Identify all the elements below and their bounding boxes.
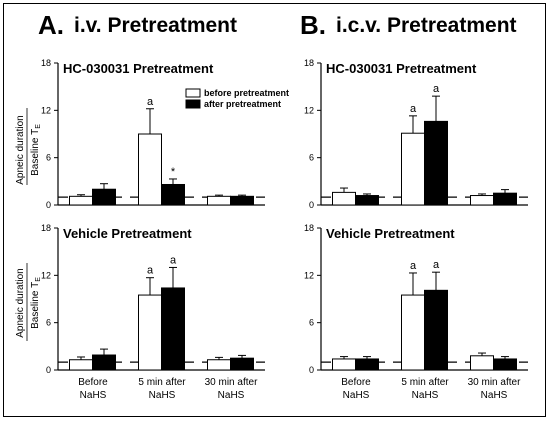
chart-panel-b-bottom: 0 6 12 18 Vehicle Pretreatment a a xyxy=(304,223,528,375)
panel-title: HC-030031 Pretreatment xyxy=(63,61,214,76)
x-tick-label: 30 min after xyxy=(468,377,521,388)
figure-frame xyxy=(3,3,546,417)
bar xyxy=(138,294,162,371)
y-axis-label-top-line1: Apneic duration xyxy=(15,115,26,185)
bar xyxy=(92,188,116,206)
x-tick-label: NaHS xyxy=(80,390,107,401)
bar xyxy=(92,354,116,371)
y-tick-label: 12 xyxy=(304,270,314,280)
y-tick-label: 0 xyxy=(309,365,314,375)
bar xyxy=(230,195,254,206)
significance-label: * xyxy=(171,166,176,178)
bar xyxy=(355,195,379,206)
bar xyxy=(161,183,185,206)
y-axis-label-bottom-line2: Baseline TE xyxy=(30,277,42,329)
y-axis-label-top-line2: Baseline TE xyxy=(30,124,42,176)
x-tick-label: NaHS xyxy=(412,390,439,401)
y-tick-label: 6 xyxy=(309,318,314,328)
y-tick-label: 12 xyxy=(41,105,51,115)
significance-label: a xyxy=(410,103,417,115)
legend-before-swatch xyxy=(185,88,201,98)
y-tick-label: 6 xyxy=(309,153,314,163)
chart-panel-b-top: 0 6 12 18 HC-030031 Pretreatment a a xyxy=(304,58,528,210)
legend-after-swatch xyxy=(185,99,201,109)
legend-after-label: after pretreatment xyxy=(204,99,281,109)
x-tick-label: Before xyxy=(78,377,108,388)
bar xyxy=(207,359,231,371)
y-axis-label-bottom-line1: Apneic duration xyxy=(15,268,26,338)
y-tick-label: 0 xyxy=(309,200,314,210)
bar xyxy=(69,195,93,206)
chart-panel-a-bottom: 0 6 12 18 Vehicle Pretreatment a a xyxy=(41,223,265,375)
bar xyxy=(355,358,379,371)
bar xyxy=(138,133,162,206)
x-tick-label: NaHS xyxy=(343,390,370,401)
significance-label: a xyxy=(147,96,154,108)
bar xyxy=(332,358,356,371)
bar xyxy=(470,355,494,371)
bar xyxy=(207,195,231,206)
section-a-letter: A. xyxy=(38,10,64,40)
significance-label: a xyxy=(170,254,177,266)
y-tick-label: 18 xyxy=(41,58,51,68)
bar xyxy=(493,192,517,206)
legend-before-label: before pretreatment xyxy=(204,88,289,98)
y-tick-label: 18 xyxy=(304,223,314,233)
section-b-letter: B. xyxy=(300,10,326,40)
y-tick-label: 12 xyxy=(41,270,51,280)
bar xyxy=(424,120,448,206)
bar xyxy=(69,359,93,371)
y-tick-label: 0 xyxy=(46,200,51,210)
x-tick-label: Before xyxy=(341,377,371,388)
panel-title: Vehicle Pretreatment xyxy=(326,226,455,241)
significance-label: a xyxy=(410,260,417,272)
bar xyxy=(161,287,185,371)
bar xyxy=(401,132,425,206)
significance-label: a xyxy=(433,259,440,271)
y-tick-label: 0 xyxy=(46,365,51,375)
panel-title: HC-030031 Pretreatment xyxy=(326,61,477,76)
legend: before pretreatment after pretreatment xyxy=(185,88,289,109)
significance-label: a xyxy=(433,83,440,95)
y-tick-label: 12 xyxy=(304,105,314,115)
y-tick-label: 18 xyxy=(304,58,314,68)
bar xyxy=(493,358,517,371)
significance-label: a xyxy=(147,265,154,277)
x-tick-label: 5 min after xyxy=(138,377,186,388)
bar xyxy=(470,195,494,206)
x-tick-label: NaHS xyxy=(149,390,176,401)
chart-panel-a-top: 0 6 12 18 HC-030031 Pretreatment a * xyxy=(41,58,265,210)
x-tick-labels-right: Before NaHS 5 min after NaHS 30 min afte… xyxy=(341,377,521,401)
section-b-title: i.c.v. Pretreatment xyxy=(336,14,517,37)
y-tick-label: 6 xyxy=(46,153,51,163)
y-tick-label: 6 xyxy=(46,318,51,328)
bar xyxy=(424,289,448,371)
x-tick-label: NaHS xyxy=(481,390,508,401)
panel-title: Vehicle Pretreatment xyxy=(63,226,192,241)
y-tick-label: 18 xyxy=(41,223,51,233)
x-tick-label: 5 min after xyxy=(401,377,449,388)
bar xyxy=(332,191,356,206)
x-tick-labels-left: Before NaHS 5 min after NaHS 30 min afte… xyxy=(78,377,258,401)
bar xyxy=(401,294,425,371)
section-a-title: i.v. Pretreatment xyxy=(74,14,238,37)
x-tick-label: 30 min after xyxy=(205,377,258,388)
bar xyxy=(230,357,254,371)
x-tick-label: NaHS xyxy=(218,390,245,401)
